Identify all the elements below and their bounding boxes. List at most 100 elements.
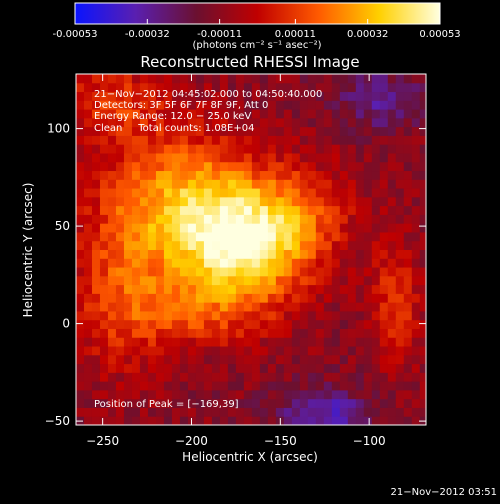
heatmap-cell <box>315 240 325 250</box>
heatmap-cell <box>347 319 357 329</box>
heatmap-cell <box>179 381 189 391</box>
heatmap-cell <box>115 144 125 154</box>
heatmap-cell <box>155 398 165 408</box>
heatmap-cell <box>83 240 93 250</box>
heatmap-cell <box>259 258 269 268</box>
heatmap-cell <box>235 126 245 136</box>
heatmap-cell <box>219 398 229 408</box>
heatmap-cell <box>187 381 197 391</box>
heatmap-cell <box>227 240 237 250</box>
heatmap-image <box>76 74 426 425</box>
heatmap-cell <box>219 249 229 259</box>
heatmap-cell <box>187 231 197 242</box>
heatmap-cell <box>339 416 349 425</box>
heatmap-cell <box>275 144 285 154</box>
heatmap-cell <box>147 179 157 189</box>
heatmap-cell <box>147 170 157 180</box>
heatmap-cell <box>139 188 149 198</box>
heatmap-cell <box>299 284 309 294</box>
heatmap-cell <box>99 126 109 136</box>
heatmap-cell <box>171 223 181 233</box>
heatmap-cell <box>179 328 189 338</box>
heatmap-cell <box>227 407 237 417</box>
heatmap-cell <box>83 416 93 425</box>
heatmap-cell <box>339 117 349 128</box>
heatmap-cell <box>91 126 101 136</box>
heatmap-cell <box>123 267 133 277</box>
heatmap-cell <box>83 389 93 400</box>
heatmap-cell <box>331 275 341 286</box>
heatmap-cell <box>195 74 205 84</box>
heatmap-cell <box>251 381 261 391</box>
heatmap-cell <box>267 240 277 250</box>
heatmap-cell <box>355 416 365 425</box>
heatmap-cell <box>155 249 165 259</box>
heatmap-cell <box>251 363 261 373</box>
heatmap-cell <box>115 284 125 294</box>
heatmap-cell <box>395 231 405 242</box>
heatmap-cell <box>155 416 165 425</box>
heatmap-cell <box>291 117 301 128</box>
heatmap-cell <box>363 346 373 356</box>
heatmap-cell <box>171 117 181 128</box>
heatmap-cell <box>155 231 165 242</box>
heatmap-cell <box>235 398 245 408</box>
heatmap-cell <box>379 258 389 268</box>
heatmap-cell <box>259 74 269 84</box>
heatmap-cell <box>339 354 349 365</box>
heatmap-cell <box>99 144 109 154</box>
heatmap-cell <box>371 188 381 198</box>
heatmap-cell <box>163 231 173 242</box>
heatmap-cell <box>419 354 426 365</box>
heatmap-cell <box>395 416 405 425</box>
heatmap-cell <box>339 275 349 286</box>
heatmap-cell <box>163 319 173 329</box>
heatmap-cell <box>355 381 365 391</box>
heatmap-cell <box>91 363 101 373</box>
heatmap-cell <box>371 398 381 408</box>
heatmap-cell <box>403 302 413 312</box>
heatmap-cell <box>331 223 341 233</box>
heatmap-cell <box>235 416 245 425</box>
heatmap-cell <box>395 126 405 136</box>
heatmap-cell <box>139 214 149 224</box>
heatmap-cell <box>259 214 269 224</box>
heatmap-cell <box>283 240 293 250</box>
heatmap-cell <box>419 91 426 101</box>
heatmap-cell <box>403 346 413 356</box>
heatmap-cell <box>411 82 421 93</box>
heatmap-cell <box>291 258 301 268</box>
heatmap-cell <box>259 231 269 242</box>
heatmap-cell <box>371 135 381 145</box>
heatmap-cell <box>411 170 421 180</box>
heatmap-cell <box>395 205 405 215</box>
heatmap-cell <box>259 126 269 136</box>
heatmap-cell <box>187 346 197 356</box>
heatmap-cell <box>283 302 293 312</box>
heatmap-cell <box>123 223 133 233</box>
heatmap-cell <box>131 249 141 259</box>
heatmap-cell <box>187 337 197 347</box>
heatmap-cell <box>259 100 269 110</box>
heatmap-cell <box>419 346 426 356</box>
heatmap-cell <box>76 223 85 233</box>
heatmap-cell <box>339 389 349 400</box>
heatmap-cell <box>315 249 325 259</box>
heatmap-cell <box>283 381 293 391</box>
heatmap-cell <box>147 258 157 268</box>
heatmap-cell <box>307 319 317 329</box>
heatmap-cell <box>387 337 397 347</box>
heatmap-cell <box>115 389 125 400</box>
heatmap-cell <box>299 337 309 347</box>
heatmap-cell <box>227 188 237 198</box>
heatmap-cell <box>91 223 101 233</box>
heatmap-cell <box>163 310 173 321</box>
heatmap-cell <box>371 284 381 294</box>
heatmap-cell <box>315 407 325 417</box>
heatmap-cell <box>395 152 405 163</box>
heatmap-cell <box>91 284 101 294</box>
heatmap-cell <box>203 275 213 286</box>
heatmap-cell <box>123 161 133 172</box>
heatmap-cell <box>251 416 261 425</box>
heatmap-cell <box>267 100 277 110</box>
